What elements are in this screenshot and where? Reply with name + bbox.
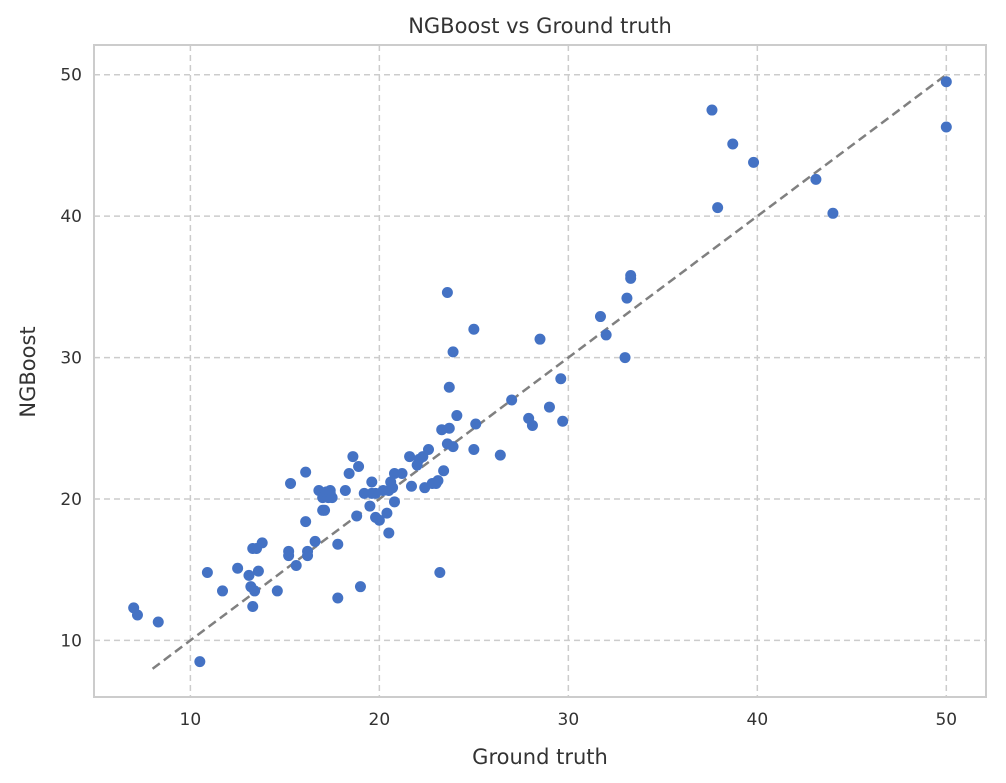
data-point xyxy=(309,535,321,547)
x-tick-label: 20 xyxy=(369,710,391,730)
data-point xyxy=(343,468,355,480)
data-point xyxy=(256,537,268,549)
y-tick-label: 50 xyxy=(60,66,82,86)
data-point xyxy=(940,76,952,88)
data-point xyxy=(555,373,567,385)
data-point xyxy=(443,381,455,393)
data-point xyxy=(712,202,724,214)
data-point xyxy=(396,468,408,480)
data-point xyxy=(152,616,164,628)
data-point xyxy=(441,287,453,299)
data-point xyxy=(748,156,760,168)
data-point xyxy=(285,477,297,489)
data-point xyxy=(243,569,255,581)
data-point xyxy=(447,346,459,358)
data-point xyxy=(283,550,295,562)
data-point xyxy=(354,581,366,593)
data-point xyxy=(326,492,338,504)
data-point xyxy=(358,487,370,499)
x-tick-label: 10 xyxy=(180,710,202,730)
data-point xyxy=(625,270,637,282)
data-point xyxy=(443,422,455,434)
data-point xyxy=(319,504,331,516)
x-axis-label: Ground truth xyxy=(472,745,608,769)
data-point xyxy=(252,565,264,577)
data-point xyxy=(405,480,417,492)
data-point xyxy=(300,466,312,478)
data-point xyxy=(600,329,612,341)
data-point xyxy=(290,559,302,571)
data-point xyxy=(468,443,480,455)
data-point xyxy=(940,121,952,133)
data-point xyxy=(557,415,569,427)
data-point xyxy=(381,507,393,519)
y-tick-label: 10 xyxy=(60,631,82,651)
data-point xyxy=(438,465,450,477)
reference-line xyxy=(151,73,948,670)
y-tick-label: 40 xyxy=(60,207,82,227)
data-point xyxy=(351,510,363,522)
data-point xyxy=(194,656,206,668)
data-point xyxy=(347,451,359,463)
points xyxy=(128,76,952,668)
data-point xyxy=(727,138,739,150)
y-tick-label: 20 xyxy=(60,490,82,510)
data-point xyxy=(434,567,446,579)
data-point xyxy=(249,585,261,597)
y-tick-label: 30 xyxy=(60,349,82,369)
chart-title: NGBoost vs Ground truth xyxy=(408,14,672,38)
grid xyxy=(94,45,986,697)
data-point xyxy=(302,550,314,562)
data-point xyxy=(300,516,312,528)
data-point xyxy=(470,418,482,430)
data-point xyxy=(353,460,365,472)
data-point xyxy=(432,475,444,487)
data-point xyxy=(706,104,718,116)
data-point xyxy=(827,207,839,219)
data-point xyxy=(339,485,351,497)
data-point xyxy=(810,173,822,185)
data-point xyxy=(526,419,538,431)
data-point xyxy=(447,441,459,453)
data-point xyxy=(404,451,416,463)
data-point xyxy=(506,394,518,406)
x-tick-label: 50 xyxy=(935,710,957,730)
data-point xyxy=(332,538,344,550)
data-point xyxy=(217,585,229,597)
data-point xyxy=(366,476,378,488)
data-point xyxy=(247,600,259,612)
data-point xyxy=(494,449,506,461)
data-point xyxy=(423,443,434,455)
plot-frame xyxy=(93,44,987,698)
data-point xyxy=(621,292,633,304)
data-point xyxy=(594,311,606,323)
data-point xyxy=(451,410,463,422)
data-point xyxy=(543,401,555,413)
data-point xyxy=(387,482,399,494)
x-tick-label: 40 xyxy=(747,710,769,730)
data-point xyxy=(332,592,344,604)
y-axis-label: NGBoost xyxy=(16,326,40,417)
data-point xyxy=(388,496,400,508)
data-point xyxy=(232,562,244,574)
data-point xyxy=(373,514,385,526)
data-point xyxy=(201,567,213,579)
data-point xyxy=(131,609,143,621)
tick-labels: 10 20 30 40 50 10 20 30 40 50 xyxy=(60,66,957,730)
data-point xyxy=(468,323,480,335)
data-point xyxy=(619,352,631,364)
data-point xyxy=(383,527,395,539)
data-point xyxy=(388,468,400,480)
data-point xyxy=(364,500,376,512)
x-tick-label: 30 xyxy=(558,710,580,730)
data-point xyxy=(534,333,546,345)
data-point xyxy=(271,585,283,597)
